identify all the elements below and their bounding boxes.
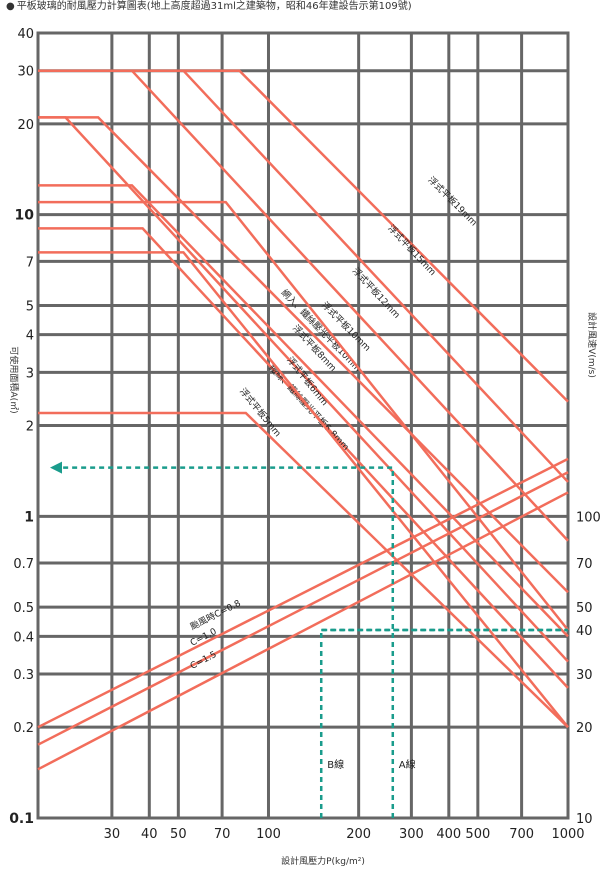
y-axis-title: 可使用面積A(㎡)	[8, 346, 20, 413]
x-axis-title: 設計風壓力P(kg/m²)	[281, 855, 365, 867]
glass-series-line	[38, 411, 569, 729]
glass-series-line	[38, 227, 569, 689]
y-tick-label: 2	[26, 420, 34, 435]
y-tick-label: 10	[15, 208, 35, 224]
y2-tick-label: 70	[576, 557, 593, 572]
y-tick-label: 3	[26, 366, 34, 381]
glass-series-label: 浮式平板19mm	[426, 174, 480, 229]
line-b-label: B線	[327, 758, 344, 771]
y-tick-label: 5	[26, 299, 34, 314]
chart-title: ● 平板玻璃的耐風壓力計算圖表(地上高度超過31ml之建築物，昭和46年建設告示第…	[6, 1, 412, 12]
x-tick-label: 100	[256, 827, 281, 842]
x-tick-label: 1000	[551, 827, 584, 842]
y-tick-label: 0.7	[13, 557, 34, 572]
glass-series-line	[38, 200, 569, 631]
y2-tick-label: 50	[576, 601, 593, 616]
x-tick-label: 30	[104, 827, 121, 842]
y-tick-label: 0.5	[13, 601, 34, 616]
x-tick-label: 500	[465, 827, 490, 842]
glass-series-label: 浮式平板10mm	[319, 299, 373, 354]
wind-series-group: 颱風時C=0.8C=1.0C=1.5	[37, 457, 569, 771]
grid	[36, 31, 570, 820]
y-tick-label: 40	[17, 27, 34, 42]
y-tick-label: 4	[26, 329, 34, 344]
glass-series-line	[38, 116, 569, 594]
y-tick-label: 7	[26, 255, 34, 270]
y2-tick-label: 100	[576, 510, 600, 525]
y2-tick-label: 40	[576, 624, 593, 639]
y2-tick-label: 30	[576, 668, 593, 683]
x-tick-label: 300	[399, 827, 424, 842]
y2-tick-label: 10	[576, 812, 593, 827]
glass-series-line	[38, 69, 569, 483]
wind-series-line	[37, 471, 569, 746]
y-tick-label: 30	[17, 65, 34, 80]
wind-series-label: C=1.5	[189, 650, 219, 672]
y2-tick-label: 20	[576, 721, 593, 736]
tick-labels: 30 40 50 70 100 200 300 400 500 700 1000 0.1 0.2 0.3 0…	[8, 27, 600, 867]
y-tick-label: 1	[24, 509, 34, 525]
wind-series-line	[37, 457, 569, 729]
y-tick-label: 0.2	[13, 721, 34, 736]
arrow-left-icon	[50, 461, 62, 474]
glass-series-group: 浮式平板19mm浮式平板15mm浮式平板12mm浮式平板10mm網入、鐵絲壓光平…	[38, 69, 569, 729]
x-tick-label: 40	[141, 827, 158, 842]
x-tick-label: 70	[214, 827, 231, 842]
glass-series-line	[38, 184, 569, 638]
y-tick-label: 0.3	[13, 668, 34, 683]
y2-axis-title: 設計風速V(m/s)	[586, 312, 598, 378]
y-tick-label: 0.1	[9, 811, 34, 827]
glass-series-line	[38, 69, 569, 403]
wind-series-line	[37, 491, 569, 771]
y-tick-label: 0.4	[13, 630, 34, 645]
line-a-label: A線	[399, 758, 416, 771]
glass-series-line	[38, 116, 569, 663]
x-tick-label: 700	[509, 827, 534, 842]
glass-series-line	[38, 251, 569, 728]
bullet-icon: ●	[6, 1, 15, 12]
x-tick-label: 50	[170, 827, 187, 842]
x-tick-label: 400	[436, 827, 461, 842]
example-lines: A線 B線	[50, 461, 568, 818]
glass-series-line	[38, 69, 569, 542]
y-tick-label: 20	[17, 118, 34, 133]
x-tick-label: 200	[346, 827, 371, 842]
